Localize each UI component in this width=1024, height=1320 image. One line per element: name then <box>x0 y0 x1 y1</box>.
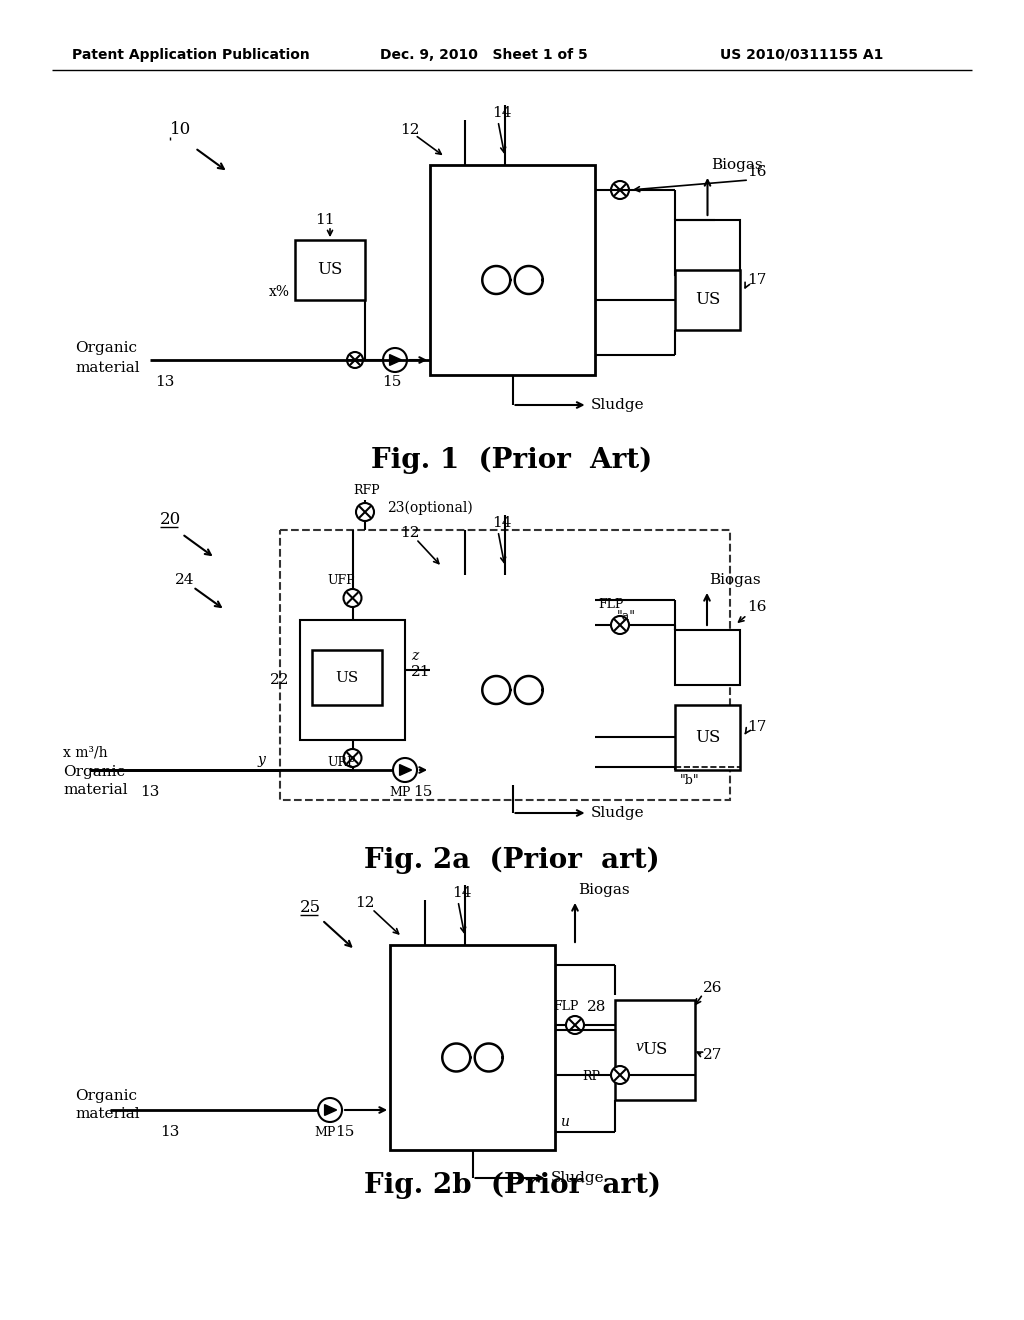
Text: 25: 25 <box>300 899 322 916</box>
Text: u: u <box>560 1115 569 1129</box>
Text: US 2010/0311155 A1: US 2010/0311155 A1 <box>720 48 884 62</box>
Bar <box>675 630 740 685</box>
Text: MP: MP <box>314 1126 336 1138</box>
Polygon shape <box>399 764 412 775</box>
Text: Organic: Organic <box>75 341 137 355</box>
Text: US: US <box>336 671 358 685</box>
Bar <box>430 165 595 375</box>
Text: 17: 17 <box>746 273 766 286</box>
Text: US: US <box>695 292 720 309</box>
Text: 12: 12 <box>355 896 375 909</box>
Text: US: US <box>695 729 720 746</box>
Text: Fig. 2a  (Prior  art): Fig. 2a (Prior art) <box>365 846 659 874</box>
Text: 27: 27 <box>703 1048 722 1063</box>
Text: 14: 14 <box>452 886 471 900</box>
Text: 14: 14 <box>492 106 512 120</box>
Text: 24: 24 <box>175 573 195 587</box>
Text: Sludge: Sludge <box>591 807 644 820</box>
Text: 15: 15 <box>335 1125 354 1139</box>
Text: z: z <box>411 649 418 663</box>
Circle shape <box>343 589 361 607</box>
Bar <box>295 240 365 300</box>
Circle shape <box>611 616 629 634</box>
Text: Biogas: Biogas <box>709 573 761 587</box>
Polygon shape <box>325 1105 337 1115</box>
Text: 15: 15 <box>382 375 401 389</box>
Text: Fig. 2b  (Prior  art): Fig. 2b (Prior art) <box>364 1171 660 1199</box>
Bar <box>390 945 555 1150</box>
Circle shape <box>347 352 362 368</box>
Text: 16: 16 <box>746 165 767 180</box>
Text: v: v <box>635 1040 643 1053</box>
Text: 26: 26 <box>703 981 723 995</box>
Text: 13: 13 <box>140 785 160 799</box>
Text: UFP: UFP <box>328 573 355 586</box>
Text: 17: 17 <box>746 719 766 734</box>
Circle shape <box>611 1067 629 1084</box>
Text: "b": "b" <box>680 775 699 788</box>
Circle shape <box>393 758 417 781</box>
Text: 28: 28 <box>587 1001 606 1014</box>
Circle shape <box>611 181 629 199</box>
Text: 10: 10 <box>170 121 191 139</box>
Polygon shape <box>389 355 401 366</box>
Text: x m³/h: x m³/h <box>63 744 108 759</box>
Text: material: material <box>63 783 128 797</box>
Text: RFP: RFP <box>353 483 380 496</box>
Text: Organic: Organic <box>63 766 125 779</box>
Text: "a": "a" <box>617 610 636 623</box>
Circle shape <box>566 1016 584 1034</box>
Bar <box>430 576 595 785</box>
Text: Biogas: Biogas <box>712 158 763 172</box>
Text: Sludge: Sludge <box>591 399 644 412</box>
Text: 14: 14 <box>492 516 512 531</box>
Text: 13: 13 <box>155 375 174 389</box>
Circle shape <box>356 503 374 521</box>
Text: Fig. 1  (Prior  Art): Fig. 1 (Prior Art) <box>372 446 652 474</box>
Text: material: material <box>75 360 139 375</box>
Bar <box>675 705 740 770</box>
Text: FLP: FLP <box>598 598 624 611</box>
Circle shape <box>383 348 407 372</box>
Circle shape <box>318 1098 342 1122</box>
Text: Patent Application Publication: Patent Application Publication <box>72 48 309 62</box>
Text: 13: 13 <box>160 1125 179 1139</box>
Text: Dec. 9, 2010   Sheet 1 of 5: Dec. 9, 2010 Sheet 1 of 5 <box>380 48 588 62</box>
Text: US: US <box>642 1041 668 1059</box>
Text: Sludge: Sludge <box>551 1171 604 1185</box>
Text: Biogas: Biogas <box>578 883 630 898</box>
Text: 15: 15 <box>413 785 432 799</box>
Text: 21: 21 <box>411 665 430 678</box>
Text: 22: 22 <box>270 673 290 686</box>
Bar <box>675 220 740 275</box>
Text: material: material <box>75 1107 139 1121</box>
Text: US: US <box>317 261 343 279</box>
Text: 12: 12 <box>400 123 420 137</box>
Text: RP: RP <box>582 1071 600 1084</box>
Text: 23(optional): 23(optional) <box>387 500 473 515</box>
Text: y: y <box>258 752 266 767</box>
Text: 20: 20 <box>160 511 181 528</box>
Bar <box>300 620 406 741</box>
Circle shape <box>343 748 361 767</box>
Bar <box>675 271 740 330</box>
Text: FLP: FLP <box>553 1001 579 1014</box>
Bar <box>312 649 382 705</box>
Text: URP: URP <box>328 755 356 768</box>
Text: x%: x% <box>269 285 290 300</box>
Text: 12: 12 <box>400 525 420 540</box>
Bar <box>280 531 730 800</box>
Bar <box>615 1001 695 1100</box>
Text: 16: 16 <box>746 601 767 614</box>
Text: Organic: Organic <box>75 1089 137 1104</box>
Text: 11: 11 <box>315 213 335 227</box>
Text: MP: MP <box>389 785 411 799</box>
